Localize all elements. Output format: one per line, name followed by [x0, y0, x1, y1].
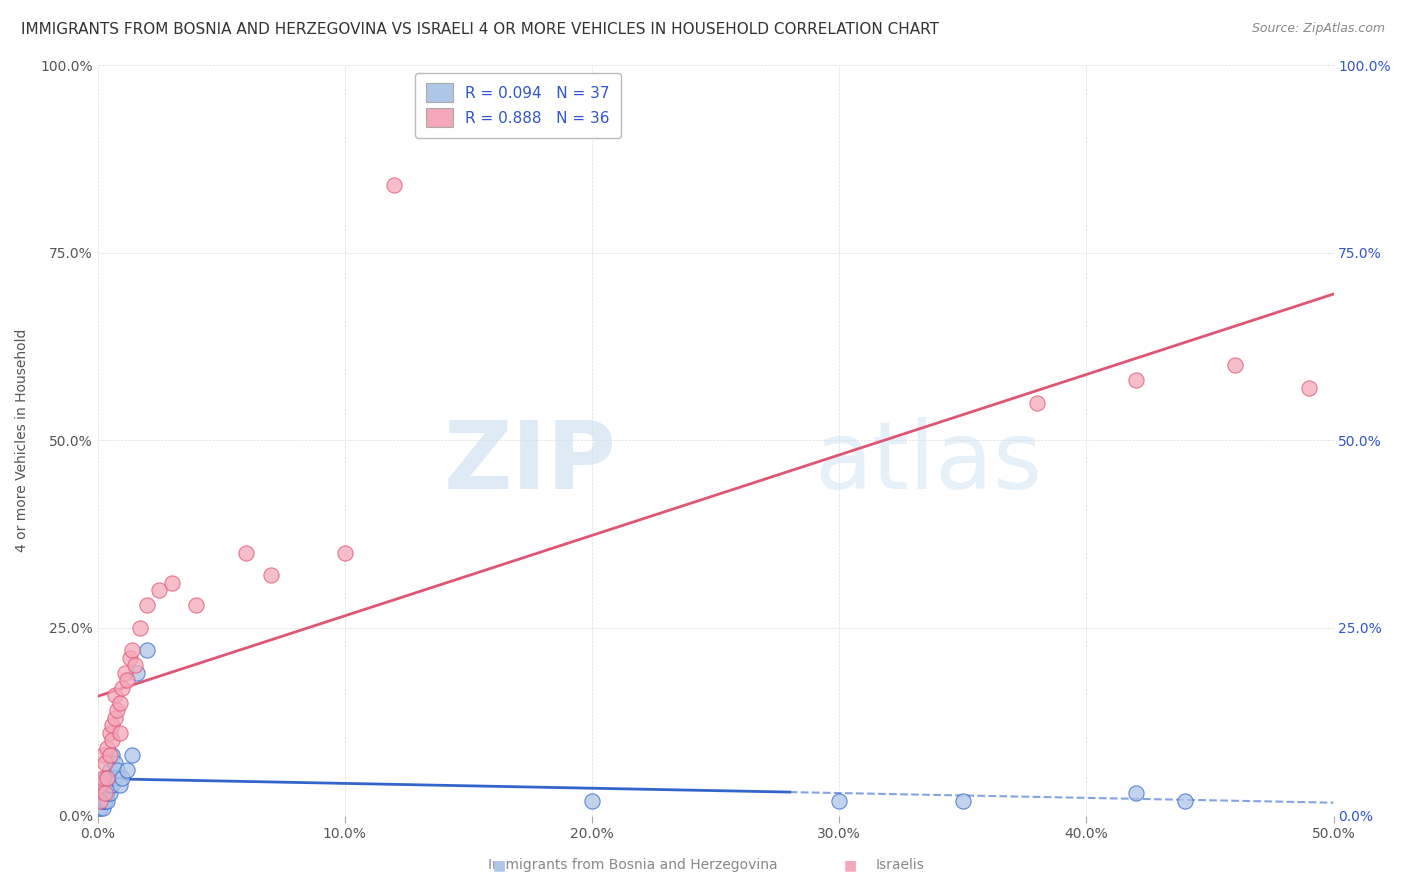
Point [89, 801, 111, 815]
Point [98, 771, 121, 785]
Point [1125, 786, 1147, 800]
Point [136, 643, 159, 657]
Point [1025, 396, 1047, 410]
Point [117, 673, 139, 688]
Point [108, 779, 131, 793]
Point [581, 793, 603, 807]
Point [1174, 793, 1197, 807]
Point [98, 764, 121, 778]
Point [104, 689, 127, 703]
Point [94, 793, 117, 807]
Point [96, 793, 118, 807]
Point [104, 711, 127, 725]
Point [952, 793, 974, 807]
Point [98, 748, 121, 763]
Point [111, 681, 134, 695]
Point [235, 546, 257, 560]
Point [259, 568, 281, 582]
Point [89, 793, 111, 807]
Point [1125, 373, 1147, 387]
Point [98, 786, 121, 800]
Point [136, 599, 159, 613]
Point [104, 756, 127, 770]
Point [91, 801, 114, 815]
Point [108, 696, 131, 710]
Point [121, 643, 143, 657]
Point [148, 583, 170, 598]
Point [96, 741, 118, 756]
Text: Source: ZipAtlas.com: Source: ZipAtlas.com [1251, 22, 1385, 36]
Point [89, 801, 111, 815]
Point [96, 779, 118, 793]
Point [98, 779, 121, 793]
Text: ZIP: ZIP [444, 417, 617, 508]
Point [101, 748, 124, 763]
Point [1223, 358, 1246, 372]
Text: ■: ■ [844, 858, 858, 872]
Point [94, 786, 117, 800]
Text: ■: ■ [492, 858, 506, 872]
Text: Immigrants from Bosnia and Herzegovina: Immigrants from Bosnia and Herzegovina [488, 858, 778, 872]
Point [124, 658, 146, 673]
Point [91, 779, 114, 793]
Point [89, 793, 111, 807]
Point [96, 771, 118, 785]
Point [111, 771, 134, 785]
Point [117, 764, 139, 778]
Point [105, 703, 128, 717]
Point [94, 779, 117, 793]
Point [108, 726, 131, 740]
Point [94, 771, 117, 785]
Text: atlas: atlas [814, 417, 1043, 508]
Point [91, 793, 114, 807]
Text: IMMIGRANTS FROM BOSNIA AND HERZEGOVINA VS ISRAELI 4 OR MORE VEHICLES IN HOUSEHOL: IMMIGRANTS FROM BOSNIA AND HERZEGOVINA V… [21, 22, 939, 37]
Legend: R = 0.094   N = 37, R = 0.888   N = 36: R = 0.094 N = 37, R = 0.888 N = 36 [415, 73, 620, 137]
Point [91, 748, 114, 763]
Point [101, 779, 124, 793]
Point [828, 793, 851, 807]
Point [333, 546, 356, 560]
Point [91, 771, 114, 785]
Y-axis label: 4 or more Vehicles in Household: 4 or more Vehicles in Household [15, 328, 30, 552]
Point [118, 651, 141, 665]
Point [91, 786, 114, 800]
Point [101, 718, 124, 732]
Point [96, 771, 118, 785]
Point [160, 575, 183, 590]
Point [89, 779, 111, 793]
Point [127, 665, 149, 680]
Point [94, 786, 117, 800]
Point [121, 748, 143, 763]
Point [91, 793, 114, 807]
Text: Israelis: Israelis [876, 858, 924, 872]
Point [101, 733, 124, 747]
Point [104, 771, 127, 785]
Point [382, 178, 405, 193]
Point [186, 599, 208, 613]
Point [128, 621, 150, 635]
Point [96, 786, 118, 800]
Point [105, 764, 128, 778]
Point [98, 726, 121, 740]
Point [89, 786, 111, 800]
Point [114, 665, 136, 680]
Point [1298, 381, 1320, 395]
Point [94, 756, 117, 770]
